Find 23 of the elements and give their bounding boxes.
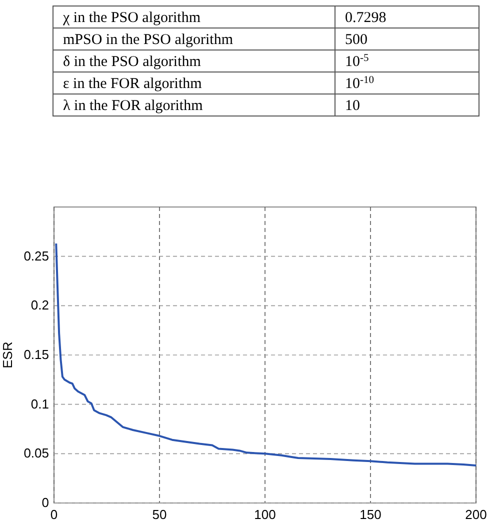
text: 10$^{-10}$: [345, 74, 374, 92]
x-tick-label: 150: [360, 507, 382, 521]
x-tick-label: 100: [254, 507, 276, 521]
y-tick-label: 0.05: [24, 446, 49, 461]
text: χ in the PSO algorithm: [62, 10, 201, 26]
text: 0.7298: [345, 10, 386, 26]
text: δ in the PSO algorithm: [63, 54, 202, 70]
y-tick-label: 0.2: [30, 298, 49, 313]
x-tick-label: 50: [152, 507, 167, 521]
y-tick-label: 0.15: [24, 347, 49, 362]
y-tick-label: 0.1: [30, 396, 49, 412]
text: 500: [345, 32, 368, 48]
text: 10: [345, 98, 360, 114]
text: 10$^{-5}$: [345, 52, 369, 70]
y-tick-label: 0: [42, 495, 49, 510]
y-axis-title: ESR: [0, 342, 15, 368]
y-tick-label: 0.25: [24, 248, 49, 264]
text: λ in the FOR algorithm: [63, 98, 204, 114]
x-tick-label: 200: [465, 507, 487, 521]
line-series: [55, 242, 477, 467]
text: ε in the FOR algorithm: [63, 76, 202, 92]
text: mPSO in the PSO algorithm: [63, 32, 234, 48]
x-tick-label: 0: [50, 507, 58, 521]
